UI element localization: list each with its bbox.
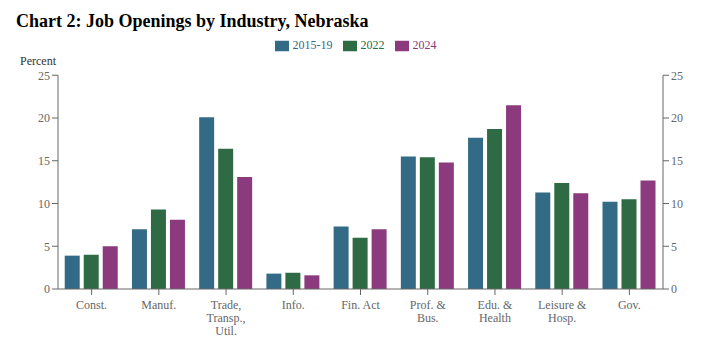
svg-text:25: 25 [671, 69, 683, 83]
svg-text:15: 15 [671, 154, 683, 168]
svg-text:Gov.: Gov. [618, 298, 641, 312]
svg-text:Fin. Act: Fin. Act [341, 298, 380, 312]
svg-text:5: 5 [671, 240, 677, 254]
svg-text:5: 5 [44, 240, 50, 254]
html-text:2015-19: 2015-19 [292, 38, 333, 52]
svg-text:Info.: Info. [282, 298, 305, 312]
svg-text:0: 0 [44, 282, 50, 296]
svg-text:Percent: Percent [20, 54, 57, 68]
svg-text:Trade,Transp.,Util.: Trade,Transp.,Util. [207, 298, 246, 338]
html-text:2022: 2022 [360, 38, 385, 52]
svg-text:Leisure &Hosp.: Leisure &Hosp. [538, 298, 587, 325]
svg-text:0: 0 [671, 282, 677, 296]
svg-text:25: 25 [38, 69, 50, 83]
svg-text:Manuf.: Manuf. [141, 298, 176, 312]
svg-text:20: 20 [671, 111, 683, 125]
html-text:2024: 2024 [412, 38, 437, 52]
svg-text:15: 15 [38, 154, 50, 168]
html-text:Chart 2: Job Openings by Indus: Chart 2: Job Openings by Industry, Nebra… [16, 11, 369, 31]
svg-text:Const.: Const. [76, 298, 107, 312]
svg-text:10: 10 [38, 197, 50, 211]
svg-text:Prof. &Bus.: Prof. &Bus. [410, 298, 447, 325]
svg-text:Edu. &Health: Edu. &Health [478, 298, 513, 325]
svg-text:20: 20 [38, 111, 50, 125]
svg-text:10: 10 [671, 197, 683, 211]
